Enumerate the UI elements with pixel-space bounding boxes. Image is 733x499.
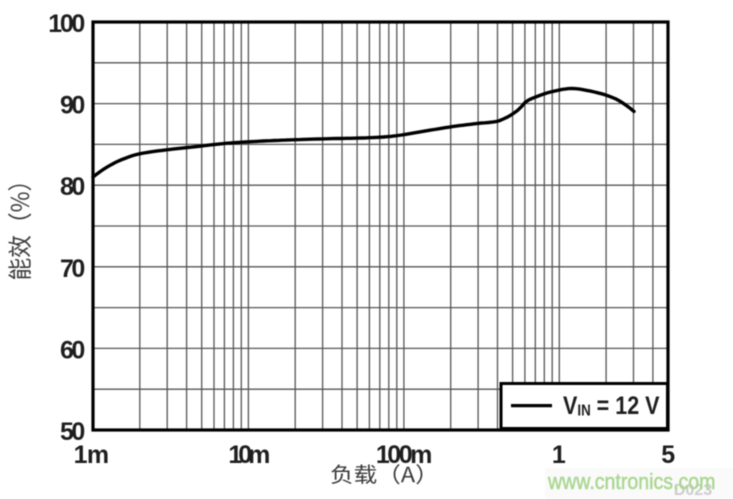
svg-text:90: 90 [60,92,85,120]
svg-text:10m: 10m [228,441,270,469]
svg-text:80: 80 [60,173,85,201]
svg-text:D023: D023 [674,482,712,499]
svg-text:50: 50 [60,418,85,446]
svg-text:100: 100 [48,10,85,38]
svg-text:60: 60 [60,336,85,364]
svg-text:www.cntronics.com: www.cntronics.com [547,469,715,494]
svg-text:1m: 1m [74,441,110,469]
svg-text:5: 5 [661,441,675,469]
svg-text:70: 70 [60,255,85,283]
svg-text:1: 1 [552,441,566,469]
svg-text:100m: 100m [376,441,433,469]
